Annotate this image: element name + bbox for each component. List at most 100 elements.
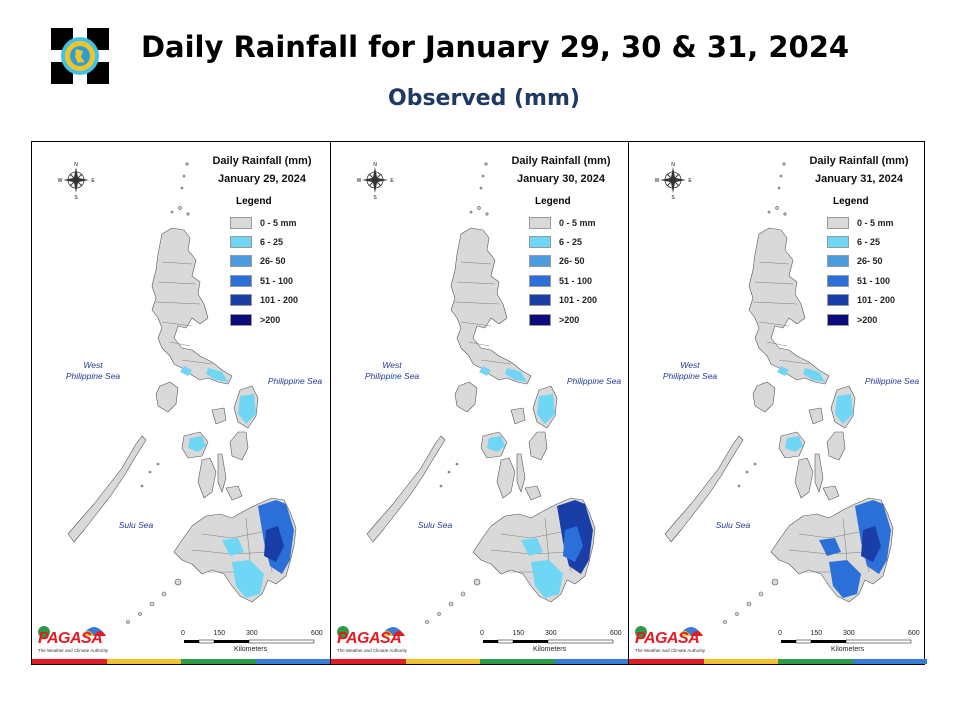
svg-text:S: S [74,195,78,200]
scale-tick-label: 600 [311,630,323,637]
scale-unit-label: Kilometers [234,646,268,653]
legend-label: >200 [260,314,281,325]
legend-label: 0 - 5 mm [260,217,297,228]
legend-swatch [230,236,252,249]
legend-item: 101 - 200 [529,291,625,310]
rainfall-area [803,368,825,382]
legend-item: 0 - 5 mm [529,213,625,232]
cebu-island [217,453,227,493]
compass-rose-icon: N S W E [655,162,692,200]
palawan-island [366,435,446,543]
legend-swatch [827,313,849,326]
legend-label: 0 - 5 mm [857,217,894,228]
legend-label: 51 - 100 [559,275,593,286]
leyte-island [826,431,846,461]
legend-swatch [230,274,252,287]
legend-item: 0 - 5 mm [827,213,923,232]
pagasa-brand: PAGASA The Weather and Climate Authority [333,618,408,658]
sea-label-philippine: Philippine Sea [864,376,920,386]
rainfall-area [537,394,555,424]
luzon-landmass [748,227,830,385]
rainfall-area [777,366,789,376]
sea-label-sulu: Sulu Sea [118,520,154,530]
mindoro-island [752,381,776,413]
legend-item: 6 - 25 [529,232,625,251]
pagasa-logo-icon [47,24,113,88]
legend-item: 26- 50 [529,252,625,271]
luzon-landmass [151,227,233,385]
rainfall-area [487,436,505,452]
bohol-island [822,485,840,501]
compass-rose-icon: N S W E [357,162,394,200]
legend-item: 6 - 25 [230,232,326,251]
brand-tagline: The Weather and Climate Authority [635,648,705,653]
pagasa-brand: PAGASA The Weather and Climate Authority [631,618,706,658]
rainfall-area [206,368,228,382]
palawan-island [664,435,744,543]
page-title: Daily Rainfall for January 29, 30 & 31, … [140,30,850,64]
brand-color-bar [32,659,330,664]
masbate-island [211,407,227,425]
map-date: January 30, 2024 [516,173,606,185]
rainfall-area [819,538,841,556]
philippines-map [67,162,297,624]
legend-item: 51 - 100 [827,271,923,290]
negros-island [496,457,516,499]
sea-label-sulu: Sulu Sea [715,520,751,530]
pagasa-brand: PAGASA The Weather and Climate Authority [34,618,109,658]
svg-text:W: W [357,178,362,184]
philippines-map [366,162,596,624]
brand-color-bar [331,659,629,664]
svg-text:S: S [671,195,675,200]
map-panel-jan30: N S W E Daily Rainfall (mm) January 30, … [330,142,629,664]
map-legend: Legend 0 - 5 mm 6 - 25 26- 50 51 - 100 101 -… [529,196,625,329]
scale-bar: 0 150 300 600 Kilometers [778,630,921,660]
legend-swatch [230,255,252,268]
scale-bar: 0 150 300 600 Kilometers [181,630,324,660]
svg-text:E: E [390,178,394,184]
scale-tick-label: 300 [246,630,258,637]
bohol-island [524,485,542,501]
scale-tick-label: 600 [908,630,920,637]
sea-label-philippine: Philippine Sea [566,376,622,386]
legend-title: Legend [833,196,869,207]
rain-overlays [479,366,593,598]
scale-tick-label: 600 [610,630,622,637]
cebu-island [516,453,526,493]
legend-swatch [230,294,252,307]
sea-label-west-philippine: West Philippine Sea [364,360,420,381]
brand-name: PAGASA [38,630,103,647]
rainfall-area [785,436,803,452]
leyte-island [528,431,548,461]
rainfall-area [222,538,244,556]
sea-label-west-philippine: West Philippine Sea [65,360,121,381]
rainfall-area [180,366,192,376]
legend-item: >200 [230,310,326,329]
legend-label: 101 - 200 [559,295,598,306]
philippines-map [664,162,894,624]
legend-item: 101 - 200 [827,291,923,310]
svg-text:E: E [688,178,692,184]
leyte-island [229,431,249,461]
scale-tick-label: 0 [480,630,484,637]
masbate-island [808,407,824,425]
masbate-island [510,407,526,425]
legend-label: 26- 50 [559,256,585,267]
map-panel-jan31: N S W E Daily Rainfall (mm) January 31, … [628,142,927,664]
page-subtitle: Observed (mm) [388,86,580,111]
brand-name: PAGASA [635,630,700,647]
negros-island [197,457,217,499]
scale-tick-label: 150 [213,630,226,637]
svg-text:N: N [74,162,78,168]
rainfall-area [505,368,527,382]
map-panel-jan29: N S W E Daily Rainfall (mm) January 29, … [32,142,330,664]
legend-item: >200 [529,310,625,329]
legend-item: 26- 50 [230,252,326,271]
negros-island [794,457,814,499]
svg-text:N: N [671,162,675,168]
legend-item: 0 - 5 mm [230,213,326,232]
legend-label: 26- 50 [857,256,883,267]
legend-label: 6 - 25 [260,237,284,248]
palawan-island [67,435,147,543]
legend-swatch [827,236,849,249]
